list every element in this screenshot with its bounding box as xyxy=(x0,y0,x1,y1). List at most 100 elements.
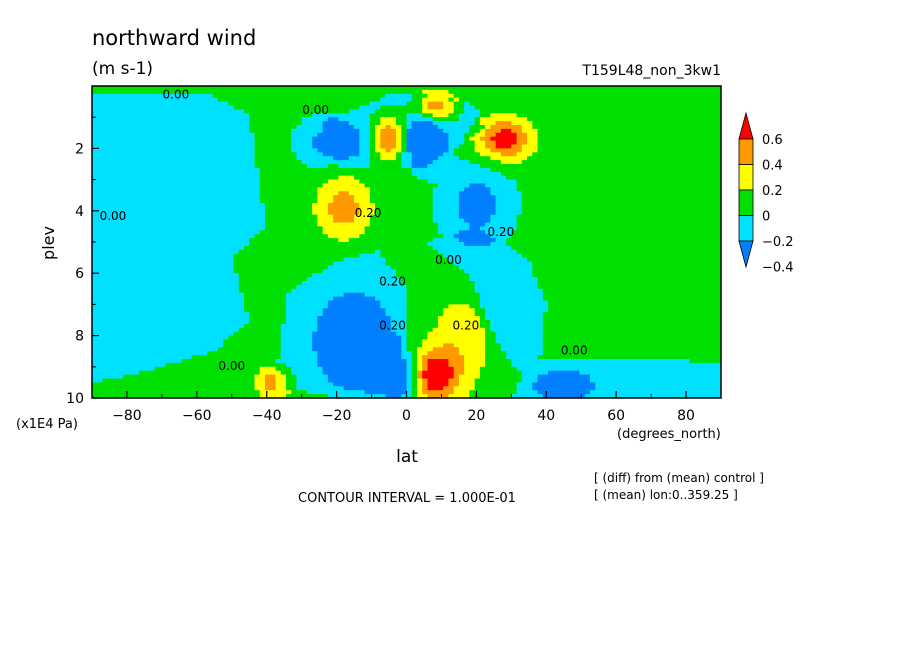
heatmap-cell xyxy=(139,164,146,169)
heatmap-cell xyxy=(160,125,166,130)
heatmap-cell xyxy=(642,89,649,95)
heatmap-cell xyxy=(375,222,381,227)
heatmap-cell xyxy=(464,199,470,204)
heatmap-cell xyxy=(112,222,119,227)
heatmap-cell xyxy=(160,245,166,251)
heatmap-cell xyxy=(584,238,591,243)
heatmap-cell xyxy=(532,152,539,157)
heatmap-cell xyxy=(401,195,408,200)
heatmap-cell xyxy=(196,242,203,247)
heatmap-cell xyxy=(312,140,318,146)
heatmap-cell xyxy=(133,125,140,130)
heatmap-cell xyxy=(464,179,470,185)
heatmap-cell xyxy=(411,105,418,110)
heatmap-cell xyxy=(568,105,575,110)
heatmap-cell xyxy=(149,109,156,114)
heatmap-cell xyxy=(275,105,282,110)
heatmap-cell xyxy=(506,125,512,130)
heatmap-cell xyxy=(354,101,360,107)
heatmap-cell xyxy=(217,226,224,231)
heatmap-cell xyxy=(610,199,617,204)
heatmap-cell xyxy=(144,152,151,157)
heatmap-cell xyxy=(542,183,549,188)
heatmap-cell xyxy=(710,128,717,134)
heatmap-cell xyxy=(506,226,512,231)
heatmap-cell xyxy=(264,152,271,157)
heatmap-cell xyxy=(626,187,633,192)
heatmap-cell xyxy=(385,234,392,239)
heatmap-cell xyxy=(689,156,696,161)
heatmap-cell xyxy=(715,86,721,91)
heatmap-cell xyxy=(479,210,486,216)
heatmap-cell xyxy=(705,125,712,130)
heatmap-cell xyxy=(610,203,617,208)
heatmap-cell xyxy=(196,160,203,165)
heatmap-cell xyxy=(97,245,104,251)
heatmap-cell xyxy=(458,175,465,181)
heatmap-cell xyxy=(642,195,649,200)
heatmap-cell xyxy=(668,210,675,216)
heatmap-cell xyxy=(658,238,664,243)
run-label: T159L48_non_3kw1 xyxy=(581,63,721,79)
heatmap-cell xyxy=(133,101,140,107)
heatmap-cell xyxy=(165,101,172,107)
heatmap-cell xyxy=(574,187,581,192)
heatmap-cell xyxy=(584,144,591,149)
heatmap-cell xyxy=(568,242,575,247)
heatmap-cell xyxy=(448,113,455,118)
heatmap-cell xyxy=(359,86,366,91)
heatmap-cell xyxy=(296,109,303,114)
heatmap-cell xyxy=(375,89,381,95)
heatmap-cell xyxy=(453,101,460,107)
heatmap-cell xyxy=(118,245,125,251)
heatmap-cell xyxy=(427,128,434,134)
heatmap-cell xyxy=(212,144,219,149)
heatmap-cell xyxy=(233,140,240,146)
heatmap-cell xyxy=(149,199,156,204)
heatmap-cell xyxy=(102,164,109,169)
heatmap-cell xyxy=(548,93,554,99)
heatmap-cell xyxy=(443,179,450,185)
heatmap-cell xyxy=(595,214,602,220)
heatmap-cell xyxy=(312,218,318,224)
heatmap-cell xyxy=(521,187,528,192)
heatmap-cell xyxy=(401,160,408,165)
heatmap-cell xyxy=(584,218,591,224)
heatmap-cell xyxy=(621,199,628,204)
heatmap-cell xyxy=(170,125,177,130)
heatmap-cell xyxy=(605,187,612,192)
heatmap-cell xyxy=(516,210,523,216)
heatmap-cell xyxy=(621,144,628,149)
heatmap-cell xyxy=(652,86,659,91)
heatmap-cell xyxy=(637,175,643,181)
heatmap-cell xyxy=(259,203,266,208)
heatmap-cell xyxy=(217,214,224,220)
heatmap-cell xyxy=(521,160,528,165)
heatmap-cell xyxy=(375,144,381,149)
heatmap-cell xyxy=(558,86,565,91)
heatmap-cell xyxy=(238,148,245,153)
heatmap-cell xyxy=(458,199,465,204)
heatmap-cell xyxy=(312,113,318,118)
heatmap-cell xyxy=(327,206,334,212)
heatmap-cell xyxy=(270,222,277,227)
heatmap-cell xyxy=(527,214,533,220)
heatmap-cell xyxy=(306,218,313,224)
heatmap-cell xyxy=(506,132,512,138)
heatmap-cell xyxy=(616,218,623,224)
heatmap-cell xyxy=(207,105,214,110)
heatmap-cell xyxy=(301,152,308,157)
heatmap-cell xyxy=(133,160,140,165)
heatmap-cell xyxy=(500,132,507,138)
heatmap-cell xyxy=(527,222,533,227)
heatmap-cell xyxy=(679,222,685,227)
heatmap-cell xyxy=(149,136,156,142)
heatmap-cell xyxy=(338,187,345,192)
heatmap-cell xyxy=(600,121,607,126)
heatmap-cell xyxy=(443,222,450,227)
heatmap-cell xyxy=(589,203,596,208)
heatmap-cell xyxy=(532,206,539,212)
heatmap-cell xyxy=(422,242,429,247)
heatmap-cell xyxy=(306,160,313,165)
heatmap-cell xyxy=(375,128,381,134)
